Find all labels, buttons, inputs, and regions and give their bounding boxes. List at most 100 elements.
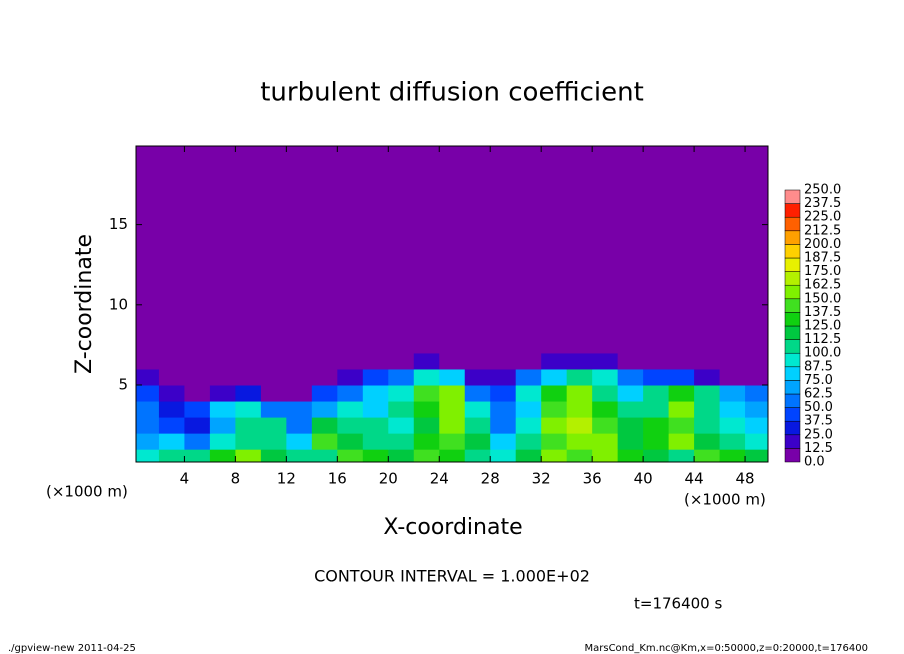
field-cell [592,352,619,370]
colorbar-label: 37.5 [804,414,833,429]
footer-left: ./gpview-new 2011-04-25 [8,643,136,654]
field-cell [566,385,593,402]
field-cell [388,417,415,434]
field-cell [413,417,440,434]
field-cell [719,385,746,402]
field-cell [337,417,364,434]
field-cell [362,417,389,434]
colorbar-box [784,284,801,300]
field-cell [566,433,593,450]
field-cell [490,433,517,450]
x-tick-label: 4 [180,470,190,488]
field-cell [566,368,593,386]
field-cell [643,433,670,450]
field-cell [694,417,721,434]
field-cell [566,417,593,434]
field-cell [235,146,262,354]
field-cell [311,368,338,386]
field-cell [464,417,491,434]
field-cell [617,433,644,450]
field-cell [209,352,236,370]
colorbar-box [784,339,801,354]
field-cell [209,146,236,354]
field-cell [184,449,211,462]
field-cell [286,433,313,450]
field-cell [209,401,236,418]
field-cell [694,146,721,354]
field-cell [413,449,440,462]
field-cell [286,417,313,434]
field-cell [311,385,338,402]
field-cell [337,401,364,418]
field-cell [592,401,619,418]
colorbar-label: 150.0 [804,291,841,306]
field-cell [235,433,262,450]
field-cell [541,352,568,370]
field-cell [515,146,542,354]
field-cell [464,352,491,370]
field-cell [286,385,313,402]
field-cell [413,385,440,402]
colorbar-label: 62.5 [804,387,833,402]
colorbar-box [784,393,801,408]
colorbar-box [784,407,801,422]
field-cell [260,385,287,402]
field-cell [668,401,695,418]
field-cell [260,401,287,418]
field-cell [286,401,313,418]
field-cell [668,417,695,434]
field-cell [592,417,619,434]
field-cell [566,352,593,370]
field-cell [490,401,517,418]
field-cell [464,449,491,462]
field-cell [592,385,619,402]
field-cell [617,368,644,386]
contour-note: CONTOUR INTERVAL = 1.000E+02 [314,567,590,586]
field-cell [694,368,721,386]
field-cell [439,433,466,450]
field-cell [745,433,768,450]
field-cell [209,449,236,462]
x-unit-label: (×1000 m) [46,483,128,501]
x-tick-label: 28 [481,470,500,488]
field-cell [136,368,160,386]
field-cell [337,368,364,386]
field-cell [209,417,236,434]
field-cell [490,352,517,370]
field-cell [541,368,568,386]
colorbar-box [784,271,801,286]
time-label: t=176400 s [634,595,722,613]
field-cell [439,368,466,386]
field-cell [413,146,440,354]
field-cell [286,352,313,370]
field-cell [515,417,542,434]
field-cell [388,433,415,450]
field-cell [235,417,262,434]
field-cell [668,368,695,386]
footer-right: MarsCond_Km.nc@Km,x=0:50000,z=0:20000,t=… [585,643,869,654]
field-cell [260,417,287,434]
field-cell [286,146,313,354]
field-cell [464,433,491,450]
field-cell [209,385,236,402]
colorbar-box [784,448,801,463]
field-cell [362,401,389,418]
colorbar-box [784,434,801,449]
field-cell [136,352,160,370]
field-cell [158,368,185,386]
field-cell [515,352,542,370]
field-cell [617,401,644,418]
x-axis-label: X-coordinate [383,515,522,540]
field-cell [439,417,466,434]
field-cell [209,433,236,450]
field-cell [337,352,364,370]
field-cell [617,449,644,462]
field-cell [745,449,768,462]
colorbar-box [784,325,801,340]
field-cell [158,401,185,418]
field-cell [413,401,440,418]
colorbar-label: 137.5 [804,305,841,320]
field-cell [136,417,160,434]
field-cell [311,146,338,354]
x-tick-label: 12 [277,470,296,488]
